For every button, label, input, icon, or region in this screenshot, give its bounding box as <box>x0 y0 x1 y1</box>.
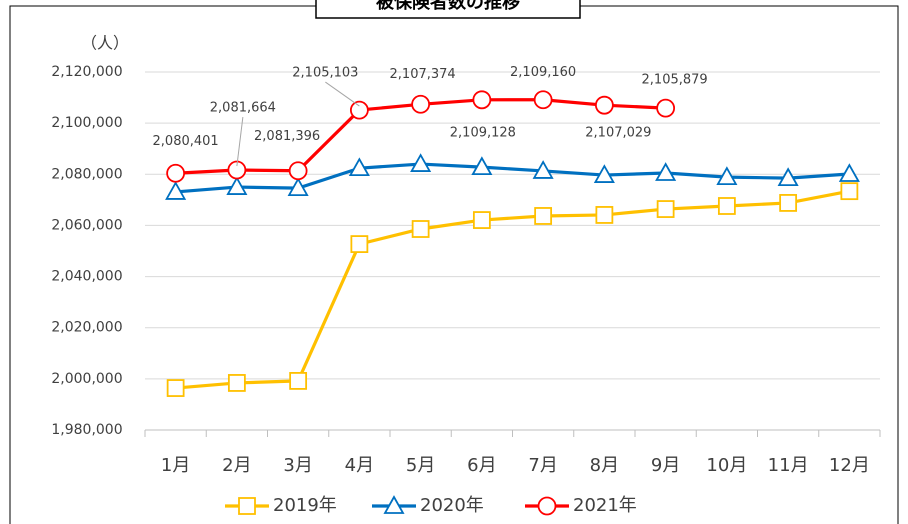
data-point <box>411 220 430 238</box>
data-label: 2,107,029 <box>585 126 651 141</box>
data-point <box>410 153 432 172</box>
legend-marker <box>537 496 557 516</box>
series-line <box>175 162 850 194</box>
y-tick-label: 2,020,000 <box>51 320 122 336</box>
leader-line <box>236 116 244 167</box>
chart-title: 被保険者数の推移 <box>376 0 520 13</box>
x-tick-label: 4月 <box>345 455 374 476</box>
y-tick-label: 2,120,000 <box>51 64 122 80</box>
legend-marker <box>238 497 256 515</box>
x-tick-label: 7月 <box>528 455 557 476</box>
data-point <box>840 182 859 201</box>
x-tick-label: 12月 <box>829 455 870 476</box>
data-point <box>166 163 186 183</box>
data-point <box>472 90 492 110</box>
data-label: 2,105,879 <box>642 73 708 88</box>
y-tick-label: 1,980,000 <box>51 422 122 438</box>
x-tick-label: 9月 <box>651 455 680 476</box>
data-point <box>656 98 676 118</box>
legend-label: 2019年 <box>273 495 337 516</box>
data-point <box>411 94 431 114</box>
data-point <box>779 194 798 212</box>
data-label: 2,105,103 <box>292 66 358 81</box>
x-tick-label: 10月 <box>706 455 747 476</box>
data-point <box>655 162 677 181</box>
data-point <box>717 197 736 215</box>
data-point <box>227 374 246 392</box>
data-point <box>288 161 308 181</box>
x-tick-label: 5月 <box>406 455 435 476</box>
title-box <box>315 0 581 19</box>
y-tick-label: 2,100,000 <box>51 115 122 131</box>
chart-frame <box>9 5 899 524</box>
data-label: 2,109,160 <box>510 65 576 80</box>
y-tick-label: 2,080,000 <box>51 166 122 182</box>
legend-marker <box>383 495 405 514</box>
x-tick-label: 1月 <box>161 455 190 476</box>
series-line <box>175 189 850 390</box>
data-point <box>287 177 309 196</box>
data-point <box>166 379 185 397</box>
data-point <box>350 235 369 253</box>
x-tick-label: 2月 <box>222 455 251 476</box>
data-point <box>534 207 553 225</box>
data-point <box>777 167 799 187</box>
data-label: 2,109,128 <box>450 125 516 140</box>
legend-label: 2020年 <box>420 495 484 516</box>
data-point <box>532 160 554 179</box>
data-point <box>348 157 370 177</box>
x-tick-label: 8月 <box>590 455 619 476</box>
data-point <box>289 372 308 390</box>
data-point <box>471 156 493 176</box>
data-point <box>165 181 187 200</box>
y-axis-label: （人） <box>81 34 129 53</box>
data-label: 2,081,396 <box>254 129 320 144</box>
data-point <box>716 166 738 185</box>
x-tick-label: 3月 <box>283 455 312 476</box>
data-point <box>593 164 615 183</box>
data-point <box>533 90 553 110</box>
leader-line <box>325 81 360 107</box>
data-point <box>838 163 860 182</box>
data-point <box>349 100 369 120</box>
data-point <box>595 206 614 224</box>
data-label: 2,081,664 <box>210 101 276 116</box>
data-point <box>594 95 614 115</box>
y-tick-label: 2,040,000 <box>51 269 122 285</box>
data-point <box>227 160 247 180</box>
data-point <box>226 176 248 195</box>
x-tick-label: 11月 <box>768 455 809 476</box>
data-label: 2,107,374 <box>390 67 456 82</box>
legend-label: 2021年 <box>573 495 637 516</box>
data-label: 2,080,401 <box>153 134 219 149</box>
data-point <box>656 200 675 218</box>
x-tick-label: 6月 <box>467 455 496 476</box>
y-tick-label: 2,000,000 <box>51 371 122 387</box>
y-tick-label: 2,060,000 <box>51 217 122 233</box>
data-point <box>472 211 491 229</box>
